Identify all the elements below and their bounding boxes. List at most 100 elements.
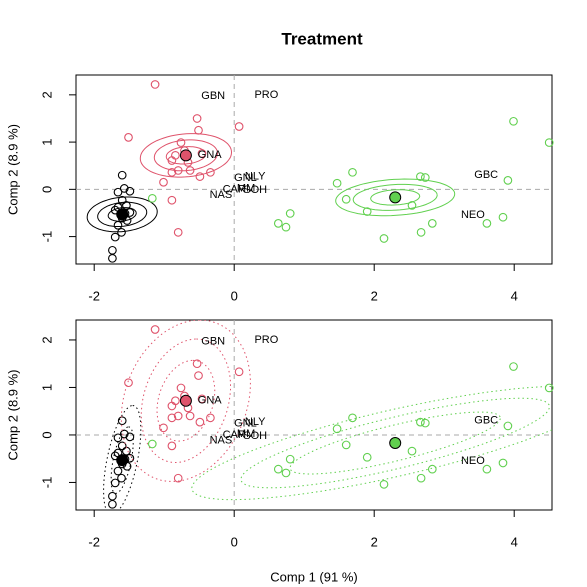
point: [117, 473, 126, 483]
x-tick-label: 0: [231, 534, 238, 549]
point: [332, 424, 342, 434]
point: [173, 227, 183, 237]
variable-label: PRO: [254, 89, 278, 101]
point: [147, 439, 157, 449]
ellipse: [156, 359, 216, 442]
point: [407, 446, 417, 456]
y-tick-label: 2: [39, 336, 54, 343]
ellipse: [289, 411, 501, 475]
variable-label: SOH: [243, 430, 267, 442]
point: [185, 166, 195, 175]
point: [503, 176, 513, 185]
point: [197, 149, 207, 158]
variable-label: MM: [237, 428, 255, 440]
ellipse: [191, 385, 552, 501]
ellipse: [370, 189, 421, 206]
x-tick-label: 4: [511, 534, 518, 549]
ellipse: [165, 146, 206, 165]
point: [195, 172, 205, 181]
point: [108, 499, 117, 509]
y-tick-label: 1: [39, 384, 54, 391]
point: [167, 413, 177, 423]
point: [482, 219, 492, 228]
point: [273, 219, 283, 228]
variable-label: GNA: [198, 395, 223, 407]
point: [173, 166, 183, 175]
point: [420, 173, 430, 182]
point: [420, 418, 430, 428]
point: [503, 421, 513, 431]
variable-label: GNA: [198, 149, 223, 161]
point: [117, 170, 127, 180]
point: [544, 138, 554, 147]
centroid: [179, 149, 192, 162]
point: [113, 187, 123, 197]
ellipse: [140, 338, 231, 464]
point: [509, 116, 518, 126]
chart-title: Treatment: [281, 29, 363, 48]
variable-label: PRO: [254, 334, 278, 346]
point: [362, 207, 372, 216]
variable-label: GNL: [234, 417, 257, 429]
point: [150, 80, 160, 89]
x-tick-label: 0: [231, 288, 238, 303]
x-tick-label: -2: [88, 534, 100, 549]
point: [341, 440, 351, 450]
point: [125, 432, 135, 442]
point: [348, 167, 357, 177]
point: [110, 478, 120, 488]
variable-label: GBC: [474, 169, 498, 181]
point: [176, 383, 186, 393]
point: [509, 362, 518, 371]
point: [285, 209, 295, 218]
point: [407, 201, 417, 210]
point: [379, 480, 389, 489]
centroid: [116, 208, 129, 221]
point: [194, 371, 203, 380]
point: [348, 413, 357, 423]
variable-label: MM: [237, 182, 255, 194]
y-tick-label: 2: [39, 91, 54, 98]
y-axis-label: Comp 2 (8.9 %): [5, 124, 20, 215]
point: [171, 396, 180, 406]
point: [362, 452, 372, 462]
variable-label: NAS: [210, 189, 233, 201]
point: [108, 491, 117, 501]
plot-frame: [75, 319, 553, 511]
point: [341, 194, 351, 204]
point: [195, 417, 205, 427]
centroid: [116, 454, 129, 467]
point: [192, 114, 202, 123]
point: [108, 253, 117, 263]
ellipse: [139, 133, 233, 178]
x-tick-label: 2: [371, 534, 378, 549]
variable-label: GBN: [201, 335, 225, 347]
x-tick-label: 2: [371, 288, 378, 303]
point: [173, 473, 183, 483]
variable-label: NLY: [245, 416, 266, 428]
ellipse: [107, 207, 137, 222]
variable-label: GNL: [234, 172, 257, 184]
point: [482, 464, 492, 474]
x-axis-label: Comp 1 (91 %): [270, 569, 357, 584]
point: [108, 245, 117, 255]
y-tick-label: -1: [39, 477, 54, 489]
point: [113, 433, 123, 443]
point: [379, 234, 389, 243]
variable-label: NAS: [210, 435, 233, 447]
point: [150, 325, 160, 334]
point: [234, 367, 244, 377]
point: [281, 468, 291, 478]
point: [332, 178, 342, 188]
point: [416, 417, 425, 427]
variable-label: NEO: [461, 209, 485, 221]
point: [167, 441, 177, 451]
ellipse: [110, 426, 134, 494]
point: [119, 429, 129, 439]
point: [117, 227, 126, 237]
point: [110, 232, 120, 242]
variable-label: CAR: [223, 429, 246, 441]
variable-label: GBC: [474, 415, 498, 427]
x-tick-label: 4: [511, 288, 518, 303]
centroid: [389, 437, 402, 450]
